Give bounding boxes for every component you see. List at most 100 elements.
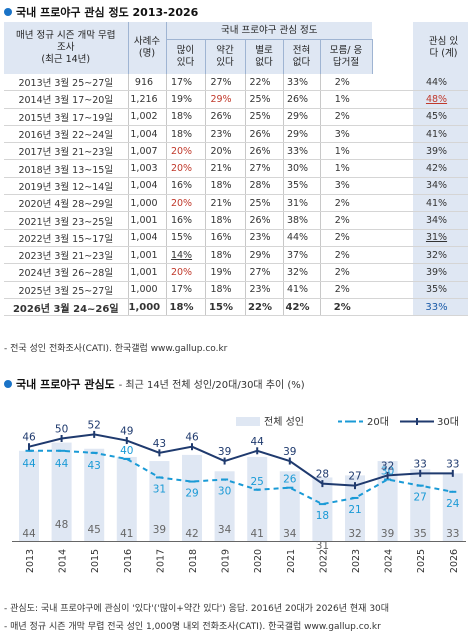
- cell-value: 26%: [245, 125, 284, 144]
- cell-interest: 44%: [413, 74, 469, 92]
- x-tick-label: 2024: [384, 549, 395, 573]
- cell-value: 25%: [245, 90, 284, 109]
- cell-interest: 34%: [413, 177, 469, 196]
- bar-label: 39: [153, 524, 166, 536]
- cell-value: 42%: [283, 297, 321, 317]
- table-row: 2024년 3월 26~28일 1,001 20% 19% 27% 32% 2% 39%: [4, 263, 469, 282]
- x-tick-label: 2018: [188, 549, 199, 573]
- bar-label: 34: [218, 524, 232, 536]
- cell-value: 16%: [166, 211, 206, 230]
- cell-sample: 1,002: [128, 108, 167, 126]
- cell-value: 17%: [166, 281, 206, 299]
- footer-note: - 매년 정규 시즌 개막 무렵 전국 성인 1,000명 내외 전화조사(CA…: [4, 622, 381, 632]
- cell-value: 26%: [245, 211, 284, 230]
- cell-value: 27%: [245, 159, 284, 178]
- line-label-30: 50: [55, 424, 68, 436]
- cell-value: 18%: [166, 125, 206, 144]
- series-line-20: [29, 449, 453, 506]
- series-line-30: [28, 433, 453, 487]
- line-label-20: 44: [22, 458, 36, 470]
- table-row: 2023년 3월 21~23일 1,001 14% 18% 29% 37% 2% 32%: [4, 246, 469, 265]
- line-label-30: 46: [185, 432, 199, 444]
- table-row: 2016년 3월 22~24일 1,004 18% 23% 26% 29% 3% 41%: [4, 125, 469, 144]
- line-label-20: 21: [348, 504, 361, 516]
- line-label-30: 49: [120, 426, 133, 438]
- cell-value: 23%: [245, 229, 284, 247]
- line-label-30: 52: [88, 419, 101, 431]
- line-label-30: 33: [414, 458, 427, 470]
- cell-value: 22%: [245, 297, 284, 317]
- bar-label: 41: [120, 528, 133, 540]
- line-label-20: 24: [446, 498, 460, 510]
- table-row: 2013년 3월 25~27일 916 17% 27% 22% 33% 2% 44%: [4, 74, 469, 92]
- bar-label: 31: [316, 540, 329, 552]
- table-title: 국내 프로야구 관심 정도 2013-2026: [4, 4, 198, 20]
- cell-sample: 1,000: [128, 194, 167, 213]
- cell-value: 1%: [320, 142, 373, 161]
- bar-label: 42: [185, 528, 198, 540]
- cell-period: 2021년 3월 23~25일: [4, 211, 129, 230]
- cell-sample: 1,004: [128, 125, 167, 144]
- cell-value: 33%: [283, 74, 321, 92]
- bar: [84, 448, 105, 541]
- cell-value: 29%: [283, 108, 321, 126]
- line-label-30: 28: [316, 469, 329, 481]
- cell-sample: 916: [128, 74, 167, 92]
- cell-value: 23%: [205, 125, 246, 144]
- cell-value: 35%: [283, 177, 321, 196]
- cell-value: 26%: [205, 108, 246, 126]
- cell-interest: 34%: [413, 211, 469, 230]
- header-period: 매년 정규 시즌 개막 무렵 조사 (최근 14년): [4, 22, 129, 74]
- cell-value: 30%: [283, 159, 321, 178]
- interest-trend-chart: 44 48 45 41 39 42 34 41 34 31 32 39 35 33 44 44 43 40 31 29…: [12, 416, 466, 573]
- cell-value: 41%: [283, 281, 321, 299]
- cell-value: 2%: [320, 194, 373, 213]
- cell-value: 23%: [245, 281, 284, 299]
- cell-interest: 33%: [413, 297, 469, 317]
- table-row: 2026년 3월 24~26일 1,000 18% 15% 22% 42% 2% 33%: [4, 297, 469, 317]
- x-tick-label: 2020: [253, 549, 264, 573]
- x-tick-label: 2023: [351, 549, 362, 573]
- x-tick-label: 2022: [318, 549, 329, 573]
- bar: [247, 456, 268, 541]
- cell-period: 2017년 3월 21~23일: [4, 142, 129, 161]
- legend-label: 30대: [437, 416, 459, 428]
- header-col: 모름/ 응답거절: [320, 39, 373, 74]
- line-label-30: 39: [218, 446, 231, 458]
- cell-value: 25%: [245, 108, 284, 126]
- cell-value: 29%: [245, 246, 284, 265]
- cell-value: 22%: [245, 74, 284, 92]
- bar: [345, 475, 365, 541]
- cell-value: 37%: [283, 246, 321, 265]
- bar-label: 32: [348, 528, 361, 540]
- legend-label: 전체 성인: [264, 416, 304, 428]
- cell-period: 2024년 3월 26~28일: [4, 263, 129, 282]
- cell-sample: 1,004: [128, 177, 167, 196]
- interest-table: 매년 정규 시즌 개막 무렵 조사 (최근 14년) 사례수 (명) 국내 프로야…: [4, 22, 469, 317]
- cell-value: 2%: [320, 246, 373, 265]
- bar: [182, 454, 202, 541]
- cell-value: 33%: [283, 142, 321, 161]
- line-label-20: 27: [414, 492, 427, 504]
- line-label-30: 39: [283, 446, 296, 458]
- cell-interest: 39%: [413, 142, 469, 161]
- table-row: 2017년 3월 21~23일 1,007 20% 20% 26% 33% 1% 39%: [4, 142, 469, 161]
- line-label-20: 25: [251, 476, 264, 488]
- cell-value: 18%: [166, 108, 206, 126]
- cell-value: 1%: [320, 159, 373, 178]
- legend-label: 20대: [367, 416, 389, 428]
- x-tick-label: 2016: [123, 549, 134, 573]
- cell-value: 2%: [320, 108, 373, 126]
- cell-sample: 1,001: [128, 263, 167, 282]
- cell-value: 2%: [320, 281, 373, 299]
- cell-sample: 1,007: [128, 142, 167, 161]
- line-label-30: 44: [251, 436, 265, 448]
- cell-value: 29%: [205, 90, 246, 109]
- cell-period: 2023년 3월 21~23일: [4, 246, 129, 265]
- line-label-20: 44: [55, 458, 69, 470]
- cell-value: 20%: [166, 194, 206, 213]
- x-tick-label: 2013: [25, 549, 36, 573]
- cell-value: 20%: [205, 142, 246, 161]
- cell-value: 18%: [205, 281, 246, 299]
- line-label-30: 32: [381, 460, 394, 472]
